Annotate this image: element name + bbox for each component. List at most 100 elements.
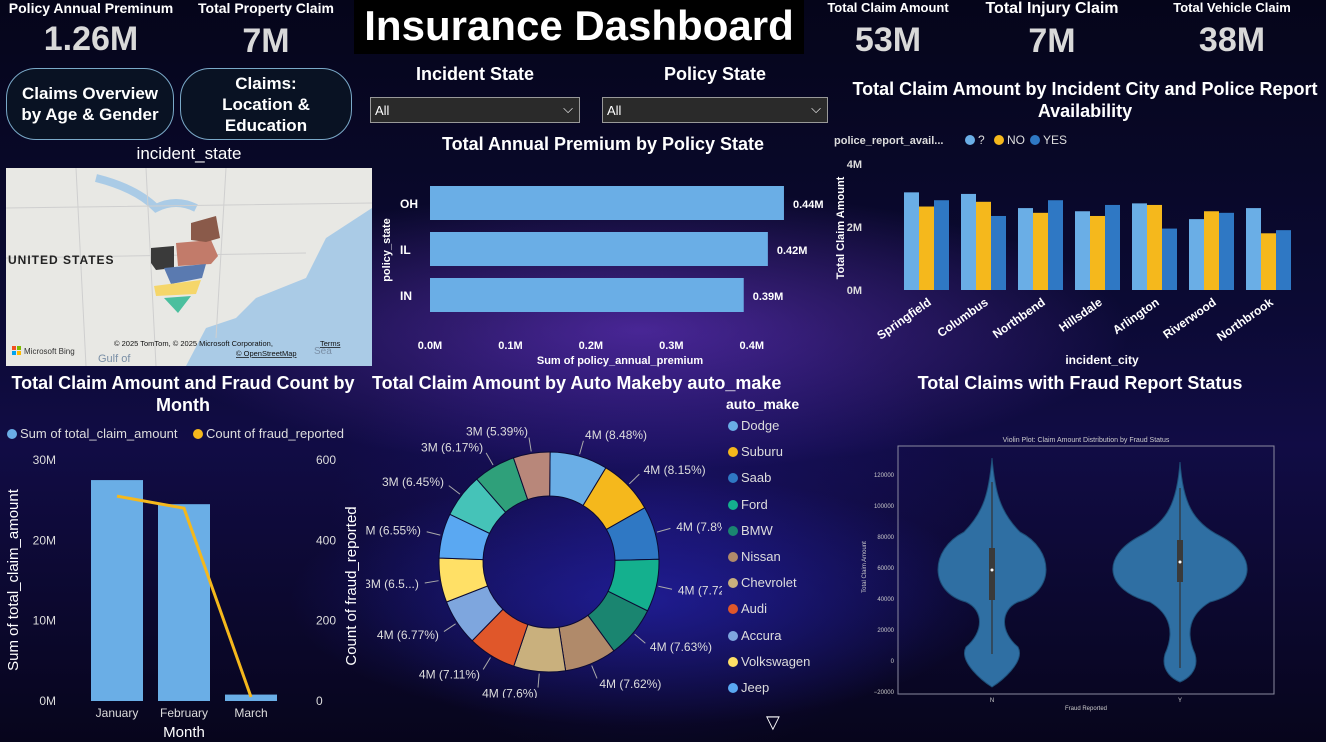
map-osm-link[interactable]: © OpenStreetMap	[236, 349, 297, 358]
kpi-property-claim: Total Property Claim 7M	[186, 0, 346, 61]
nav-button-location-education[interactable]: Claims: Location & Education	[180, 68, 352, 140]
city-legend-label: NO	[1007, 133, 1025, 147]
incident-state-dropdown[interactable]: All ⌵	[370, 97, 580, 123]
city-bar	[1246, 208, 1261, 290]
month-y-tick-left: 0M	[39, 694, 56, 708]
donut-legend-item[interactable]: Chevrolet	[728, 575, 828, 601]
premium-bar	[430, 186, 784, 220]
legend-dot	[728, 630, 738, 641]
violin-y-tick: 0	[891, 659, 895, 665]
donut-chart-title: Total Claim Amount by Auto Makeby auto_m…	[372, 373, 782, 393]
donut-chart: 4M (8.48%) 4M (8.15%) 4M (7.8%) 4M (7.72%) 4…	[366, 425, 722, 698]
donut-legend-item[interactable]: Ford	[728, 497, 828, 523]
legend-dot	[728, 447, 738, 458]
month-legend-label: Sum of total_claim_amount	[20, 426, 178, 441]
violin-inner-title: Violin Plot: Claim Amount Distribution b…	[1003, 437, 1170, 444]
donut-slice-label: 3M (6.45%)	[382, 475, 444, 489]
legend-label: Suburu	[741, 444, 783, 460]
donut-slice-label: 4M (8.48%)	[585, 428, 647, 442]
city-y-tick: 2M	[847, 222, 862, 234]
kpi-value: 1.26M	[43, 20, 139, 58]
city-legend-title: police_report_avail...	[834, 135, 943, 147]
kpi-injury-claim: Total Injury Claim 7M	[980, 0, 1124, 61]
donut-leader-line	[656, 527, 671, 533]
premium-value-label: 0.42M	[777, 245, 808, 257]
legend-label: BMW	[741, 522, 773, 538]
map-terms-link[interactable]: Terms	[320, 339, 341, 348]
chevron-down-icon: ⌵	[811, 101, 821, 116]
donut-legend-item[interactable]: Saab	[728, 470, 828, 496]
donut-leader-line	[426, 531, 441, 536]
donut-legend-item[interactable]: Accura	[728, 628, 828, 654]
donut-legend-item[interactable]: Jeep	[728, 680, 828, 706]
premium-category-label: IN	[400, 289, 412, 303]
city-legend-dot	[994, 135, 1004, 145]
month-y-tick-right: 0	[316, 694, 323, 708]
violin-y-tick: 80000	[877, 535, 894, 541]
month-bar	[91, 480, 143, 701]
city-bar	[1132, 203, 1147, 290]
map-bing-label: Microsoft Bing	[24, 347, 75, 356]
incident-state-map[interactable]: UNITED STATES © 2025 TomTom, © 2025 Micr…	[6, 168, 372, 366]
city-x-tick: Arlington	[1110, 295, 1162, 337]
city-legend-dot	[1030, 135, 1040, 145]
map-state-newyork	[191, 216, 220, 242]
city-bar	[1276, 230, 1291, 290]
legend-dot	[728, 604, 738, 615]
chevron-down-icon: ⌵	[563, 101, 573, 116]
city-x-tick: Columbus	[935, 295, 991, 340]
city-bar	[1090, 215, 1105, 290]
city-x-tick: Northbrook	[1214, 295, 1276, 344]
violin-x-tick: N	[990, 698, 994, 704]
city-bar	[1105, 204, 1120, 290]
donut-legend-item[interactable]: BMW	[728, 523, 828, 549]
month-y-tick-right: 200	[316, 614, 336, 628]
kpi-value: 38M	[1198, 21, 1266, 59]
legend-dot	[728, 551, 738, 562]
month-bar	[225, 694, 277, 701]
map-state-north-carolina	[154, 280, 201, 296]
donut-legend-item[interactable]: Nissan	[728, 549, 828, 575]
scroll-down-icon[interactable]: ▽	[766, 712, 780, 732]
map-state-virginia	[164, 264, 206, 284]
donut-legend-item[interactable]: Suburu	[728, 444, 828, 470]
kpi-value: 53M	[854, 21, 922, 59]
city-bar	[961, 193, 976, 290]
city-x-tick: Hillsdale	[1056, 295, 1105, 335]
nav-button-age-gender[interactable]: Claims Overview by Age & Gender	[6, 68, 174, 140]
month-x-tick: February	[160, 706, 208, 720]
microsoft-logo-icon	[12, 346, 21, 355]
donut-legend-item[interactable]: Audi	[728, 601, 828, 627]
map-lakes	[95, 174, 198, 213]
policy-state-dropdown[interactable]: All ⌵	[602, 97, 828, 123]
kpi-label: Policy Annual Preminum	[8, 0, 174, 16]
month-y-tick-left: 20M	[33, 533, 56, 547]
city-bar	[1075, 211, 1090, 290]
premium-value-label: 0.44M	[793, 199, 824, 211]
premium-chart-title: Total Annual Premium by Policy State	[441, 134, 765, 154]
legend-label: Dodge	[741, 418, 780, 433]
premium-category-label: IL	[400, 243, 411, 257]
donut-leader-line	[528, 437, 532, 452]
legend-label: Chevrolet	[741, 575, 797, 591]
premium-x-tick: 0.3M	[659, 340, 683, 352]
donut-slice-label: 4M (6.77%)	[377, 628, 439, 642]
premium-value-label: 0.39M	[753, 291, 784, 303]
violin-median	[990, 568, 994, 572]
city-bar	[1033, 212, 1048, 290]
month-x-axis-label: Month	[163, 724, 205, 741]
donut-slice	[512, 451, 551, 501]
month-y-tick-right: 600	[316, 453, 336, 467]
premium-bar	[430, 232, 768, 266]
violin-frame	[897, 445, 1275, 695]
donut-legend-item[interactable]: Volkswagen	[728, 654, 828, 680]
donut-leader-line	[591, 665, 598, 679]
premium-category-label: OH	[400, 197, 418, 211]
month-bar	[158, 504, 210, 701]
month-chart: Sum of total_claim_amount Count of fraud_…	[5, 426, 360, 741]
legend-dot	[728, 421, 738, 431]
premium-y-axis-label: policy_state	[381, 218, 393, 282]
city-bar	[1162, 228, 1177, 290]
violin-y-axis-label: Total Claim Amount	[862, 541, 868, 593]
donut-legend-item[interactable]: Dodge	[728, 418, 828, 444]
